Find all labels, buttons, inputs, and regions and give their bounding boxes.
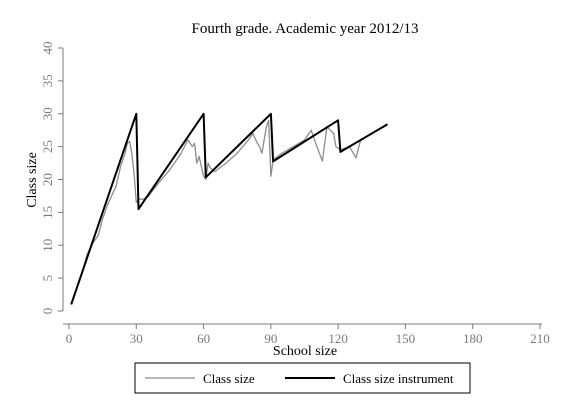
- y-axis-title: Class size: [25, 152, 40, 208]
- y-axis: 0 5 10 15 20 25 30 35 40: [40, 42, 64, 315]
- legend-label-class-size: Class size: [203, 371, 255, 386]
- x-tick-label: 210: [530, 331, 550, 346]
- y-tick-label: 40: [40, 42, 55, 55]
- y-tick-label: 30: [40, 107, 55, 120]
- x-tick-label: 90: [264, 331, 277, 346]
- y-tick-label: 5: [40, 275, 55, 282]
- x-tick-label: 150: [396, 331, 416, 346]
- series-line-class-size-instrument: [70, 112, 389, 305]
- x-tick-label: 120: [328, 331, 348, 346]
- y-ticks: 0 5 10 15 20 25 30 35 40: [40, 42, 63, 315]
- x-tick-label: 180: [463, 331, 483, 346]
- y-tick-label: 35: [40, 74, 55, 87]
- series-line-class-size: [70, 119, 362, 305]
- y-tick-label: 0: [40, 308, 55, 315]
- x-axis-title: School size: [273, 344, 337, 359]
- y-tick-label: 10: [40, 239, 55, 252]
- series-layer: [70, 112, 389, 305]
- x-ticks: 0 30 60 90 120 150 180 210: [66, 324, 550, 346]
- x-tick-label: 30: [130, 331, 143, 346]
- x-tick-label: 0: [66, 331, 73, 346]
- legend-label-class-size-instrument: Class size instrument: [343, 371, 454, 386]
- legend: Class size Class size instrument: [134, 362, 471, 394]
- y-tick-label: 20: [40, 173, 55, 186]
- chart-title: Fourth grade. Academic year 2012/13: [191, 21, 418, 37]
- y-tick-label: 15: [40, 206, 55, 219]
- y-tick-label: 25: [40, 140, 55, 153]
- x-axis: 0 30 60 90 120 150 180 210: [63, 323, 550, 346]
- x-tick-label: 60: [197, 331, 210, 346]
